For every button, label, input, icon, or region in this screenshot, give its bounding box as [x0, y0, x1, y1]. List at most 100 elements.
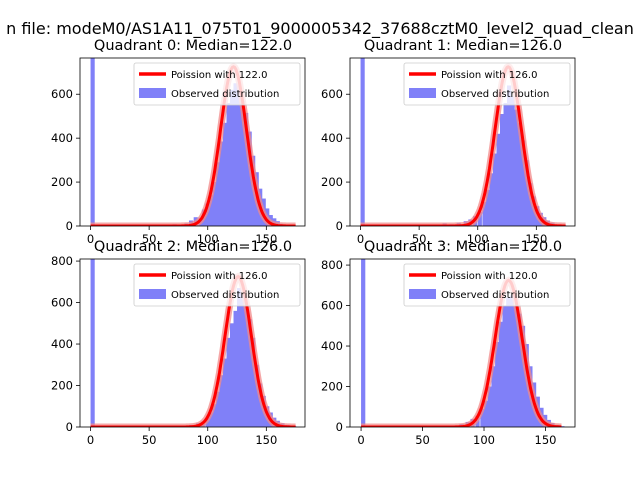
histogram-bar — [487, 386, 492, 427]
quadrant-3-title: Quadrant 3: Median=120.0 — [364, 239, 562, 255]
plot-area — [90, 259, 297, 427]
histogram-bar — [258, 383, 263, 427]
histogram-bar — [495, 341, 500, 427]
legend-box — [403, 62, 571, 106]
x-tick-label: 150 — [535, 433, 557, 447]
histogram-bar — [90, 58, 95, 226]
poisson-fit-line — [90, 274, 296, 427]
histogram-bar — [509, 295, 515, 427]
legend-hist-swatch — [139, 88, 166, 98]
axes-frame — [349, 57, 576, 227]
legend-hist-swatch — [139, 289, 166, 299]
y-tick-label: 400 — [51, 337, 73, 351]
histogram-bar — [360, 58, 365, 226]
histogram-bar — [524, 160, 529, 226]
quadrant-1-histogram: Quadrant 1: Median=126.0 0 50 100 150 0 200 40… — [321, 38, 576, 246]
x-tick-label: 150 — [525, 232, 547, 246]
quadrant-0-title: Quadrant 0: Median=122.0 — [94, 38, 292, 54]
legend-hist-label: Observed distribution — [171, 89, 279, 100]
histogram-bar — [237, 288, 242, 427]
histogram-bar — [503, 103, 508, 226]
x-tick-label: 100 — [467, 232, 489, 246]
poisson-fit-line — [360, 65, 566, 226]
x-tick-label: 50 — [415, 433, 430, 447]
x-tick-label: 50 — [142, 232, 157, 246]
quadrant-1-title: Quadrant 1: Median=126.0 — [364, 38, 562, 54]
legend-fit-label: Poission with 120.0 — [441, 271, 537, 282]
histogram-bar — [496, 133, 501, 226]
x-tick-label: 0 — [357, 232, 364, 246]
histogram-bar — [506, 297, 511, 427]
y-tick-label: 0 — [336, 219, 343, 233]
quadrant-3-histogram: Quadrant 3: Median=120.0 0 50 100 150 0 200 40… — [321, 239, 576, 447]
histogram-bar — [485, 189, 491, 226]
histogram-bar — [215, 162, 221, 226]
poisson-fit-line — [90, 65, 296, 226]
histogram-bar — [208, 195, 214, 226]
histogram-bar — [222, 358, 228, 427]
histogram-bar — [233, 83, 238, 226]
axes-frame — [79, 57, 306, 227]
histogram-bar — [226, 337, 231, 427]
legend-box — [133, 62, 301, 106]
legend-box — [403, 263, 571, 307]
legend-hist-label: Observed distribution — [441, 89, 549, 100]
histogram-bar — [517, 122, 522, 226]
histogram-bar — [90, 259, 95, 427]
y-tick-label: 600 — [321, 87, 343, 101]
histogram-bar — [510, 96, 515, 226]
histogram-bar — [233, 310, 238, 427]
y-tick-label: 800 — [51, 254, 73, 268]
y-tick-label: 200 — [321, 380, 343, 394]
histogram-bar — [219, 375, 224, 427]
y-tick-label: 0 — [336, 420, 343, 434]
figure-suptitle: n file: modeM0/AS1A11_075T01_9000005342_… — [6, 19, 634, 39]
quadrant-0-histogram: Quadrant 0: Median=122.0 0 50 100 150 0 200 40… — [51, 38, 306, 246]
histogram-bar — [212, 404, 217, 427]
histogram-bar — [219, 141, 224, 226]
legend-hist-label: Observed distribution — [441, 290, 549, 301]
histogram-bar — [520, 325, 526, 427]
y-tick-label: 600 — [51, 296, 73, 310]
legend-hist-label: Observed distribution — [171, 290, 279, 301]
histogram-bar — [521, 140, 526, 226]
y-tick-label: 400 — [321, 131, 343, 145]
histogram-bar — [244, 306, 249, 427]
histogram-bar — [361, 259, 366, 427]
legend-fit-label: Poission with 126.0 — [171, 271, 267, 282]
x-tick-label: 0 — [87, 232, 94, 246]
axes-frame — [349, 258, 576, 428]
y-tick-label: 400 — [321, 339, 343, 353]
histogram-bar — [528, 183, 533, 226]
histogram-bar — [212, 182, 217, 226]
histogram-bar — [254, 364, 259, 427]
axes-frame — [79, 258, 306, 428]
histogram-bar — [482, 201, 487, 226]
histogram-bar — [560, 426, 565, 427]
quadrant-2-title: Quadrant 2: Median=126.0 — [94, 239, 292, 255]
histogram-bar — [492, 153, 498, 226]
x-tick-label: 0 — [87, 433, 94, 447]
x-tick-label: 50 — [412, 232, 427, 246]
plot-area — [360, 58, 567, 226]
histogram-bar — [489, 173, 494, 226]
histogram-bar — [247, 131, 252, 226]
x-tick-label: 150 — [255, 232, 277, 246]
histogram-bar — [491, 366, 496, 427]
y-tick-label: 200 — [321, 175, 343, 189]
histogram-bar — [215, 391, 221, 427]
legend-hist-swatch — [409, 88, 436, 98]
histogram-bar — [477, 211, 482, 226]
histogram-bar — [208, 412, 214, 427]
histogram-bar — [484, 400, 489, 427]
y-tick-label: 800 — [321, 258, 343, 272]
histogram-bar — [498, 321, 504, 427]
quadrant-2-histogram: Quadrant 2: Median=126.0 0 50 100 150 0 200 40… — [51, 239, 306, 447]
x-tick-label: 100 — [197, 433, 219, 447]
histogram-bar — [230, 89, 235, 226]
legend-fit-label: Poission with 122.0 — [171, 70, 267, 81]
histogram-bar — [222, 122, 228, 226]
y-tick-label: 600 — [51, 87, 73, 101]
histogram-bar — [513, 305, 518, 427]
legend-box — [133, 263, 301, 307]
